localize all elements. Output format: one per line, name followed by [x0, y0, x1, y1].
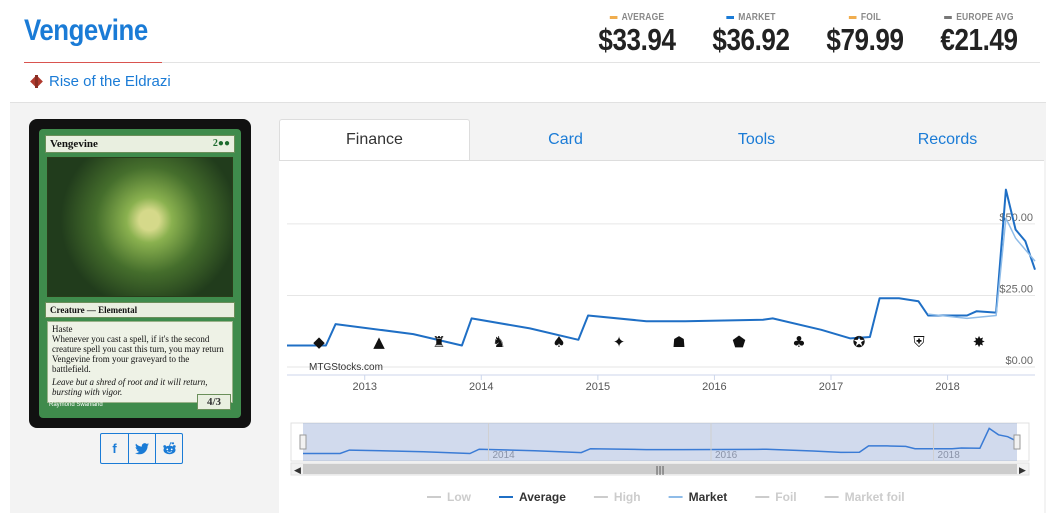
average-swatch	[609, 16, 618, 19]
mana-cost: 2●●	[212, 138, 230, 149]
series-line-market	[928, 217, 1036, 320]
tab-tools[interactable]: Tools	[737, 130, 776, 148]
share-buttons: f	[100, 433, 183, 464]
navigator-series	[303, 427, 1018, 455]
navigator-tick-label: 2014	[492, 450, 515, 461]
tab-finance[interactable]: Finance	[279, 119, 470, 160]
scroll-left-arrow-icon[interactable]: ◀	[294, 466, 301, 476]
set-release-marker[interactable]: ⛨	[913, 333, 924, 351]
x-tick-label: 2013	[352, 381, 376, 393]
card-rules-box: Haste Whenever you cast a spell, if it's…	[47, 321, 233, 403]
legend-item-high[interactable]: High	[614, 490, 641, 504]
set-release-marker[interactable]: ✪	[853, 333, 866, 351]
card-type-line: Creature — Elemental	[45, 302, 235, 318]
price-history-chart: $0.00 $25.00 $50.00 2013 2014 2015 2016 2017 201…	[279, 160, 1044, 513]
set-release-marker[interactable]: ⬟	[732, 333, 745, 351]
set-release-marker[interactable]: ♠	[552, 333, 565, 351]
price-average: AVERAGE $33.94	[580, 12, 694, 58]
price-value: $36.92	[712, 22, 790, 57]
x-tick-label: 2018	[935, 381, 959, 393]
set-link[interactable]: Rise of the Eldrazi	[30, 73, 171, 90]
facebook-icon[interactable]: f	[112, 441, 117, 456]
price-market: MARKET $36.92	[694, 12, 808, 58]
set-release-marker[interactable]: ☗	[672, 333, 685, 351]
legend-item-market-foil[interactable]: Market foil	[845, 490, 905, 504]
price-label: FOIL	[860, 12, 881, 23]
tab-records[interactable]: Records	[917, 130, 978, 148]
legend-item-foil[interactable]: Foil	[775, 490, 796, 504]
navigator-tick-label: 2018	[938, 450, 961, 461]
legend-item-low[interactable]: Low	[447, 490, 472, 504]
x-tick-label: 2014	[469, 381, 493, 393]
price-summary: AVERAGE $33.94 MARKET $36.92 FOIL $79.99…	[580, 12, 1036, 58]
navigator-handle-right[interactable]	[1013, 434, 1021, 450]
legend-item-average[interactable]: Average	[519, 490, 566, 504]
foil-swatch	[849, 16, 857, 19]
card-rules-text: Haste Whenever you cast a spell, if it's…	[52, 324, 224, 374]
set-release-marker[interactable]: ✸	[973, 333, 986, 351]
set-symbol-icon	[30, 75, 43, 88]
price-value: $79.99	[826, 22, 904, 57]
price-label: EUROPE AVG	[956, 12, 1014, 23]
x-tick-label: 2017	[819, 381, 843, 393]
navigator-handle-left[interactable]	[299, 434, 307, 450]
x-tick-label: 2016	[702, 381, 726, 393]
price-foil: FOIL $79.99	[808, 12, 922, 58]
navigator-tick-label: 2016	[715, 450, 738, 461]
reddit-icon[interactable]	[155, 434, 182, 463]
card-artist: Raymond Swanland	[49, 402, 103, 408]
price-value: €21.49	[940, 22, 1018, 57]
set-release-marker[interactable]: ♞	[492, 333, 505, 351]
set-release-marker[interactable]: ◆	[313, 333, 325, 351]
card-flavor-text: Leave but a shred of root and it will re…	[52, 377, 208, 397]
card-title[interactable]: Vengevine	[24, 14, 148, 47]
title-underline	[24, 62, 162, 63]
price-label: AVERAGE	[621, 12, 665, 23]
set-release-marker[interactable]: ♣	[792, 333, 805, 351]
power-toughness: 4/3	[197, 394, 231, 410]
set-release-marker[interactable]: ▲	[373, 333, 385, 351]
card-image-name: Vengevine	[50, 138, 98, 150]
price-value: $33.94	[598, 22, 676, 57]
price-label: MARKET	[738, 12, 776, 23]
scrollbar-thumb[interactable]	[303, 464, 1017, 474]
legend-item-market[interactable]: Market	[689, 490, 728, 504]
y-tick-label: $0.00	[1005, 355, 1033, 367]
set-name[interactable]: Rise of the Eldrazi	[49, 73, 171, 90]
series-line-average	[287, 188, 1036, 347]
tab-card[interactable]: Card	[548, 130, 583, 148]
twitter-icon[interactable]	[128, 434, 155, 463]
price-europe-avg: EUROPE AVG €21.49	[922, 12, 1036, 58]
market-swatch	[726, 16, 734, 19]
chart-watermark: MTGStocks.com	[309, 362, 383, 373]
navigator-background	[290, 422, 1030, 462]
set-release-marker[interactable]: ✦	[613, 333, 626, 351]
europe-swatch	[944, 16, 952, 19]
card-artwork	[47, 157, 233, 297]
set-release-marker[interactable]: ♜	[432, 333, 445, 351]
header-divider	[162, 62, 1040, 63]
x-tick-label: 2015	[586, 381, 610, 393]
scroll-right-arrow-icon[interactable]: ▶	[1019, 466, 1026, 476]
scrollbar-grip-icon: |||	[655, 466, 664, 476]
detail-tabs: Finance Card Tools Records	[279, 119, 1044, 160]
card-image[interactable]: Vengevine 2●● Creature — Elemental Haste …	[29, 119, 251, 428]
y-tick-label: $25.00	[999, 283, 1033, 295]
navigator-selection[interactable]	[303, 423, 1017, 461]
